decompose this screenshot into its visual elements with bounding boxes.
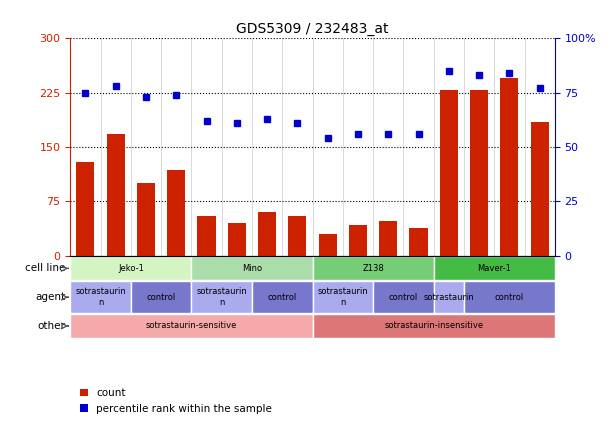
Bar (70, 281, 131, 313)
Legend: count, percentile rank within the sample: count, percentile rank within the sample (76, 384, 276, 418)
Bar (318, 234, 337, 256)
Text: Z138: Z138 (362, 264, 384, 273)
Text: Maver-1: Maver-1 (477, 264, 511, 273)
Bar (434, 281, 464, 313)
Text: Jeko-1: Jeko-1 (118, 264, 144, 273)
Bar (500, 78, 519, 256)
Bar (409, 228, 428, 256)
Bar (313, 281, 373, 313)
Title: GDS5309 / 232483_at: GDS5309 / 232483_at (236, 22, 389, 36)
Text: sotrastaurin
n: sotrastaurin n (75, 288, 126, 307)
Text: control: control (147, 293, 176, 302)
Bar (76, 162, 95, 256)
Bar (288, 216, 307, 256)
Bar (137, 183, 155, 256)
Bar (470, 91, 488, 256)
Text: Mino: Mino (242, 264, 262, 273)
Text: agent: agent (35, 292, 65, 302)
Text: sotrastaurin-insensitive: sotrastaurin-insensitive (384, 321, 483, 330)
Bar (106, 134, 125, 256)
Bar (349, 225, 367, 256)
Bar (191, 256, 313, 280)
Text: sotrastaurin
n: sotrastaurin n (318, 288, 368, 307)
Text: control: control (495, 293, 524, 302)
Text: sotrastaurin-sensitive: sotrastaurin-sensitive (145, 321, 237, 330)
Text: control: control (389, 293, 418, 302)
Text: sotrastaurin: sotrastaurin (423, 293, 474, 302)
Text: sotrastaurin
n: sotrastaurin n (196, 288, 247, 307)
Bar (373, 281, 434, 313)
Bar (167, 170, 185, 256)
Bar (313, 314, 555, 338)
Bar (70, 256, 191, 280)
Bar (131, 281, 191, 313)
Bar (70, 314, 313, 338)
Bar (464, 281, 555, 313)
Bar (379, 221, 397, 256)
Text: other: other (37, 321, 65, 331)
Bar (530, 121, 549, 256)
Bar (228, 223, 246, 256)
Bar (313, 256, 434, 280)
Bar (197, 216, 216, 256)
Text: cell line: cell line (25, 264, 65, 273)
Bar (252, 281, 313, 313)
Bar (434, 256, 555, 280)
Bar (440, 91, 458, 256)
Bar (258, 212, 276, 256)
Text: control: control (268, 293, 297, 302)
Bar (191, 281, 252, 313)
